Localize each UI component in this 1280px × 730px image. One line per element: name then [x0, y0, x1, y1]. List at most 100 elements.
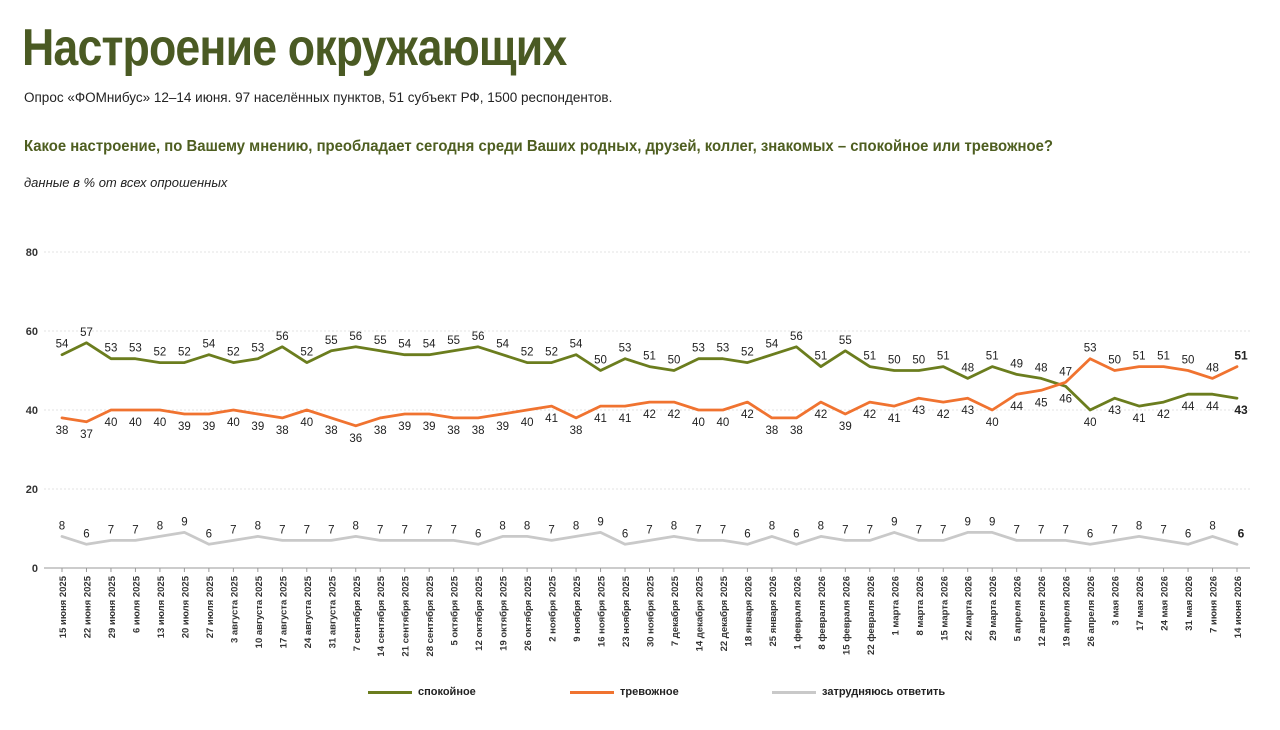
- data-label: 45: [1035, 397, 1048, 409]
- data-label: 8: [59, 520, 65, 532]
- data-label: 54: [398, 339, 411, 351]
- x-tick-label: 1 марта 2026: [890, 576, 901, 636]
- data-label: 8: [353, 520, 359, 532]
- data-label: 41: [1133, 413, 1146, 425]
- x-tick-label: 28 сентября 2025: [425, 575, 436, 656]
- data-label: 7: [304, 524, 310, 536]
- data-label: 57: [80, 327, 93, 339]
- data-label: 9: [181, 516, 187, 528]
- x-tick-label: 22 марта 2026: [964, 576, 975, 641]
- x-tick-label: 26 октября 2025: [523, 575, 534, 651]
- data-label: 41: [545, 413, 558, 425]
- data-label: 56: [349, 331, 362, 343]
- data-label: 8: [818, 520, 824, 532]
- data-label: 38: [276, 425, 289, 437]
- x-tick-label: 3 мая 2026: [1111, 576, 1122, 625]
- data-label: 8: [1136, 520, 1142, 532]
- data-label: 9: [989, 516, 995, 528]
- data-label: 43: [961, 405, 974, 417]
- legend-label-undecided: затрудняюсь ответить: [822, 686, 946, 698]
- data-label: 42: [1157, 409, 1170, 421]
- x-tick-label: 7 декабря 2025: [670, 575, 681, 646]
- data-label: 56: [276, 331, 289, 343]
- data-label: 6: [744, 528, 750, 540]
- series-line-0: [60, 341, 1239, 412]
- data-label: 39: [178, 421, 191, 433]
- data-label: 6: [793, 528, 799, 540]
- data-label: 7: [279, 524, 285, 536]
- x-tick-label: 15 марта 2026: [939, 576, 950, 641]
- chart-legend: спокойное тревожное затрудняюсь ответить: [0, 686, 1280, 706]
- data-label: 53: [619, 343, 632, 355]
- data-label: 9: [965, 516, 971, 528]
- data-label: 38: [790, 425, 803, 437]
- data-label: 55: [839, 335, 852, 347]
- data-label: 50: [668, 355, 681, 367]
- data-label: 53: [251, 343, 264, 355]
- data-label: 7: [328, 524, 334, 536]
- data-label: 54: [765, 339, 778, 351]
- data-label: 7: [450, 524, 456, 536]
- data-label: 41: [594, 413, 607, 425]
- data-label: 56: [472, 331, 485, 343]
- x-tick-label: 6 июля 2025: [131, 575, 142, 633]
- data-label: 7: [548, 524, 554, 536]
- data-label: 40: [1084, 417, 1097, 429]
- data-label: 8: [524, 520, 530, 532]
- data-label: 44: [1182, 401, 1195, 413]
- x-tick-label: 22 декабря 2025: [719, 575, 730, 651]
- data-label: 38: [472, 425, 485, 437]
- data-label: 6: [1185, 528, 1191, 540]
- x-tick-label: 12 апреля 2026: [1037, 576, 1048, 647]
- data-label: 51: [863, 351, 876, 363]
- data-label: 43: [1108, 405, 1121, 417]
- data-label: 50: [912, 355, 925, 367]
- x-tick-label: 26 апреля 2026: [1086, 576, 1097, 647]
- x-tick-label: 24 мая 2026: [1160, 576, 1171, 631]
- data-label: 39: [423, 421, 436, 433]
- data-label: 9: [597, 516, 603, 528]
- data-label: 43: [912, 405, 925, 417]
- data-label: 8: [499, 520, 505, 532]
- data-label: 38: [765, 425, 778, 437]
- data-label: 55: [325, 335, 338, 347]
- x-tick-label: 23 ноября 2025: [621, 575, 632, 647]
- units-note: данные в % от всех опрошенных: [24, 175, 228, 190]
- legend-item-undecided: затрудняюсь ответить: [772, 686, 945, 698]
- data-label: 44: [1206, 401, 1219, 413]
- data-label: 7: [402, 524, 408, 536]
- x-tick-label: 15 февраля 2026: [841, 576, 852, 655]
- legend-swatch-undecided: [772, 690, 816, 694]
- data-label: 39: [839, 421, 852, 433]
- x-tick-label: 3 августа 2025: [229, 575, 240, 643]
- data-label: 6: [475, 528, 481, 540]
- data-label: 50: [594, 355, 607, 367]
- data-label: 7: [695, 524, 701, 536]
- y-tick-label: 0: [32, 563, 38, 575]
- data-label: 40: [129, 417, 142, 429]
- data-label: 38: [56, 425, 69, 437]
- series-line-1: [60, 357, 1239, 428]
- data-label: 6: [622, 528, 628, 540]
- data-label: 52: [741, 347, 754, 359]
- data-label: 41: [888, 413, 901, 425]
- data-label: 46: [1059, 393, 1072, 405]
- data-label: 7: [1160, 524, 1166, 536]
- data-label: 42: [814, 409, 827, 421]
- data-label: 8: [255, 520, 261, 532]
- data-label: 7: [1013, 524, 1019, 536]
- data-label: 8: [671, 520, 677, 532]
- data-label: 36: [349, 433, 362, 445]
- data-label: 54: [202, 339, 215, 351]
- data-label: 43: [1234, 403, 1248, 417]
- data-label: 7: [842, 524, 848, 536]
- data-label: 38: [570, 425, 583, 437]
- y-tick-label: 40: [26, 405, 38, 417]
- data-label: 40: [300, 417, 313, 429]
- x-tick-label: 14 июня 2026: [1233, 576, 1244, 638]
- data-label: 7: [1111, 524, 1117, 536]
- survey-subtitle: Опрос «ФОМнибус» 12–14 июня. 97 населённ…: [24, 90, 613, 105]
- data-label: 50: [888, 355, 901, 367]
- data-label: 40: [717, 417, 730, 429]
- x-tick-label: 5 октября 2025: [450, 575, 461, 645]
